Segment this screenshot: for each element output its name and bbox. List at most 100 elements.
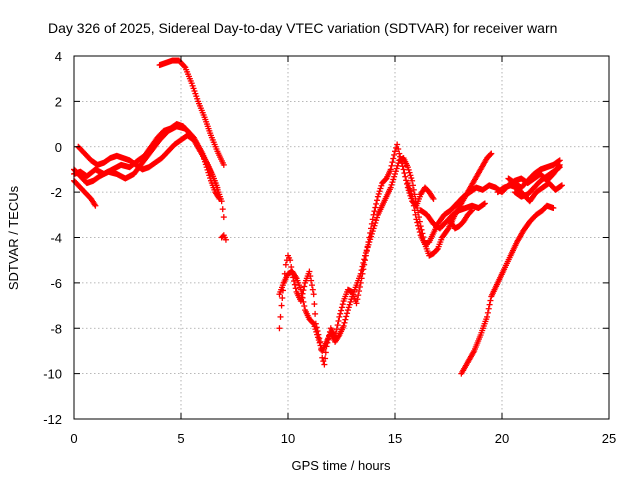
data-point-marker (346, 301, 353, 308)
data-point-marker (344, 307, 351, 314)
data-point-marker (369, 216, 376, 223)
data-point-marker (306, 268, 313, 275)
series-track-2 (71, 123, 223, 202)
data-point-marker (392, 148, 398, 155)
data-point-marker (558, 182, 565, 189)
data-point-marker (322, 355, 329, 362)
data-point-marker (373, 200, 380, 207)
data-point-marker (92, 202, 99, 209)
data-point-marker (355, 292, 362, 299)
data-point-marker (335, 317, 342, 324)
y-tick-label: -10 (43, 367, 62, 382)
data-point-marker (410, 202, 417, 209)
data-point-marker (220, 161, 227, 168)
series-track-6 (218, 232, 229, 243)
y-axis-label: SDTVAR / TECUs (6, 185, 21, 290)
data-point-marker (282, 261, 289, 268)
y-tick-label: -12 (43, 412, 62, 427)
series-track-8 (276, 150, 495, 354)
x-axis-ticks: 0 5 10 15 20 25 (70, 56, 616, 446)
y-axis-ticks: -12 -10 -8 -6 -4 -2 0 2 4 (43, 49, 609, 427)
data-point-marker (484, 313, 491, 320)
data-point-marker (300, 298, 307, 305)
data-point-marker (408, 175, 415, 182)
data-point-marker (292, 285, 299, 292)
data-point-marker (362, 252, 369, 259)
data-point-marker (216, 195, 223, 202)
data-point-marker (314, 331, 321, 338)
y-tick-label: -2 (50, 185, 62, 200)
series-track-7 (276, 141, 437, 368)
data-point-marker (277, 313, 284, 320)
data-point-marker (394, 141, 401, 148)
data-point-marker (219, 206, 226, 213)
data-point-marker (393, 165, 400, 172)
data-point-marker (309, 286, 316, 293)
data-point-marker (364, 244, 371, 251)
data-point-marker (337, 310, 344, 317)
data-point-marker (373, 217, 380, 224)
data-point-marker (396, 150, 403, 157)
data-point-marker (391, 173, 398, 180)
data-point-marker (395, 160, 402, 167)
y-tick-label: 4 (55, 49, 62, 64)
data-point-marker (339, 301, 346, 308)
data-point-marker (343, 313, 350, 320)
series-track-5 (156, 57, 227, 168)
data-point-marker (375, 190, 382, 197)
x-tick-label: 20 (495, 431, 509, 446)
data-point-marker (365, 241, 372, 248)
data-point-marker (387, 166, 394, 173)
data-point-marker (395, 146, 402, 153)
data-point-marker (301, 283, 308, 290)
data-point-marker (371, 222, 378, 229)
y-tick-label: 2 (55, 94, 62, 109)
x-axis-label: GPS time / hours (292, 458, 391, 473)
data-point-marker (410, 186, 417, 193)
series-track-12 (458, 202, 557, 377)
data-point-marker (334, 322, 341, 329)
data-point-marker (372, 204, 379, 211)
data-point-marker (416, 229, 423, 236)
data-point-marker (298, 290, 305, 297)
data-point-marker (220, 214, 227, 221)
data-point-marker (370, 225, 377, 232)
data-point-marker (388, 162, 395, 169)
data-point-marker (362, 249, 369, 256)
data-point-marker (369, 228, 376, 235)
data-point-marker (368, 233, 375, 240)
data-point-marker (347, 298, 354, 305)
data-point-marker (316, 339, 323, 346)
data-point-marker (356, 288, 363, 295)
data-point-marker (404, 164, 411, 171)
x-tick-label: 5 (177, 431, 184, 446)
data-series (71, 57, 565, 377)
data-point-marker (484, 309, 491, 316)
x-tick-label: 25 (602, 431, 616, 446)
data-point-marker (344, 310, 351, 317)
data-point-marker (340, 322, 347, 329)
data-point-marker (390, 176, 397, 183)
data-point-marker (279, 295, 286, 301)
data-point-marker (409, 198, 416, 205)
data-point-marker (341, 319, 348, 326)
data-point-marker (414, 219, 421, 226)
data-point-marker (488, 150, 495, 157)
data-point-marker (357, 270, 364, 277)
data-point-marker (481, 200, 488, 207)
data-point-marker (406, 169, 413, 176)
data-point-marker (400, 166, 407, 173)
data-point-marker (399, 163, 406, 170)
data-point-marker (409, 193, 416, 200)
data-point-marker (413, 216, 420, 223)
data-point-marker (391, 151, 398, 158)
data-point-marker (468, 208, 475, 215)
data-point-marker (392, 168, 399, 175)
data-point-marker (321, 361, 328, 368)
x-tick-label: 15 (388, 431, 402, 446)
data-point-marker (408, 190, 415, 197)
data-point-marker (550, 205, 557, 212)
data-point-marker (313, 328, 320, 335)
